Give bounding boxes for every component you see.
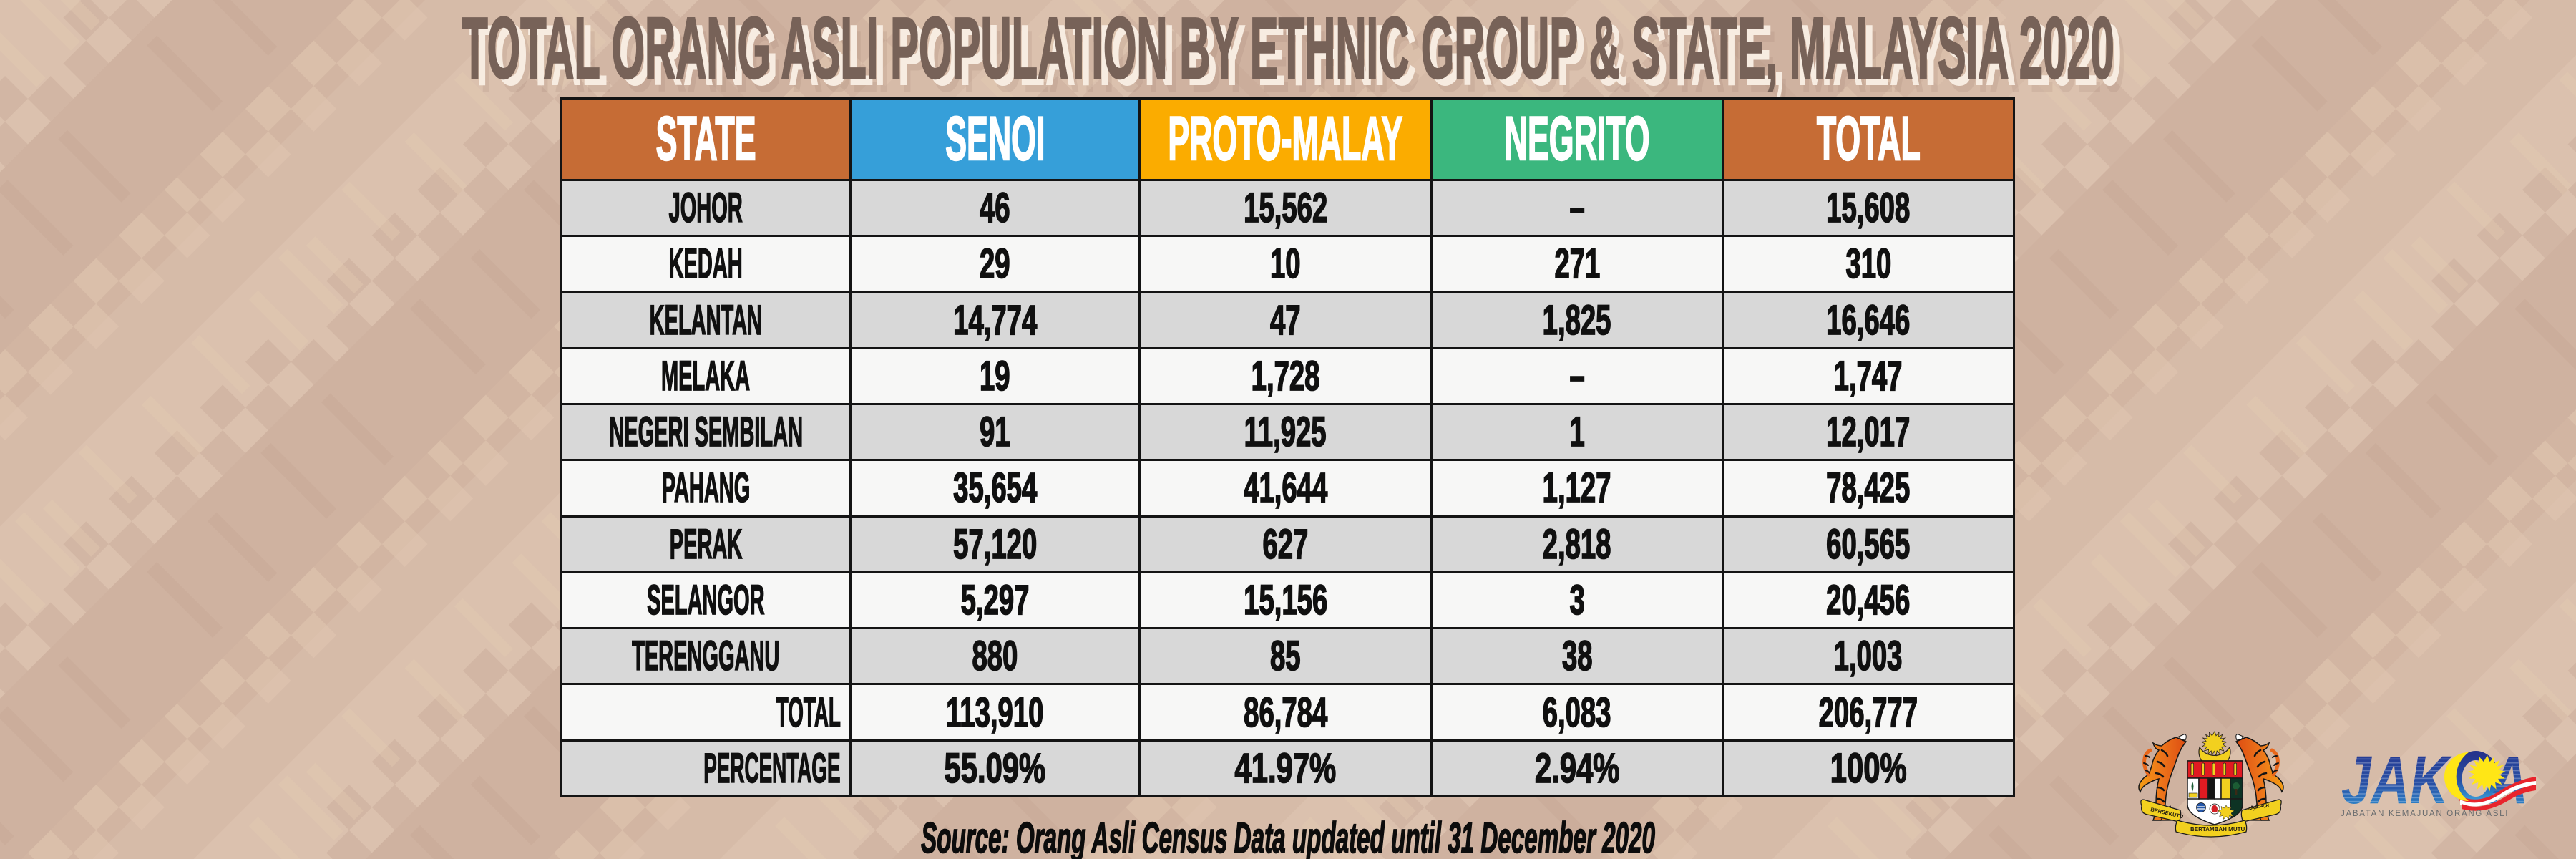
svg-text:JAK: JAK [2341, 748, 2452, 818]
svg-text:BERTAMBAH MUTU: BERTAMBAH MUTU [2190, 826, 2245, 833]
svg-text:JABATAN KEMAJUAN ORANG ASLI: JABATAN KEMAJUAN ORANG ASLI [2341, 810, 2509, 818]
svg-text:JAK: JAK [2341, 748, 2452, 818]
